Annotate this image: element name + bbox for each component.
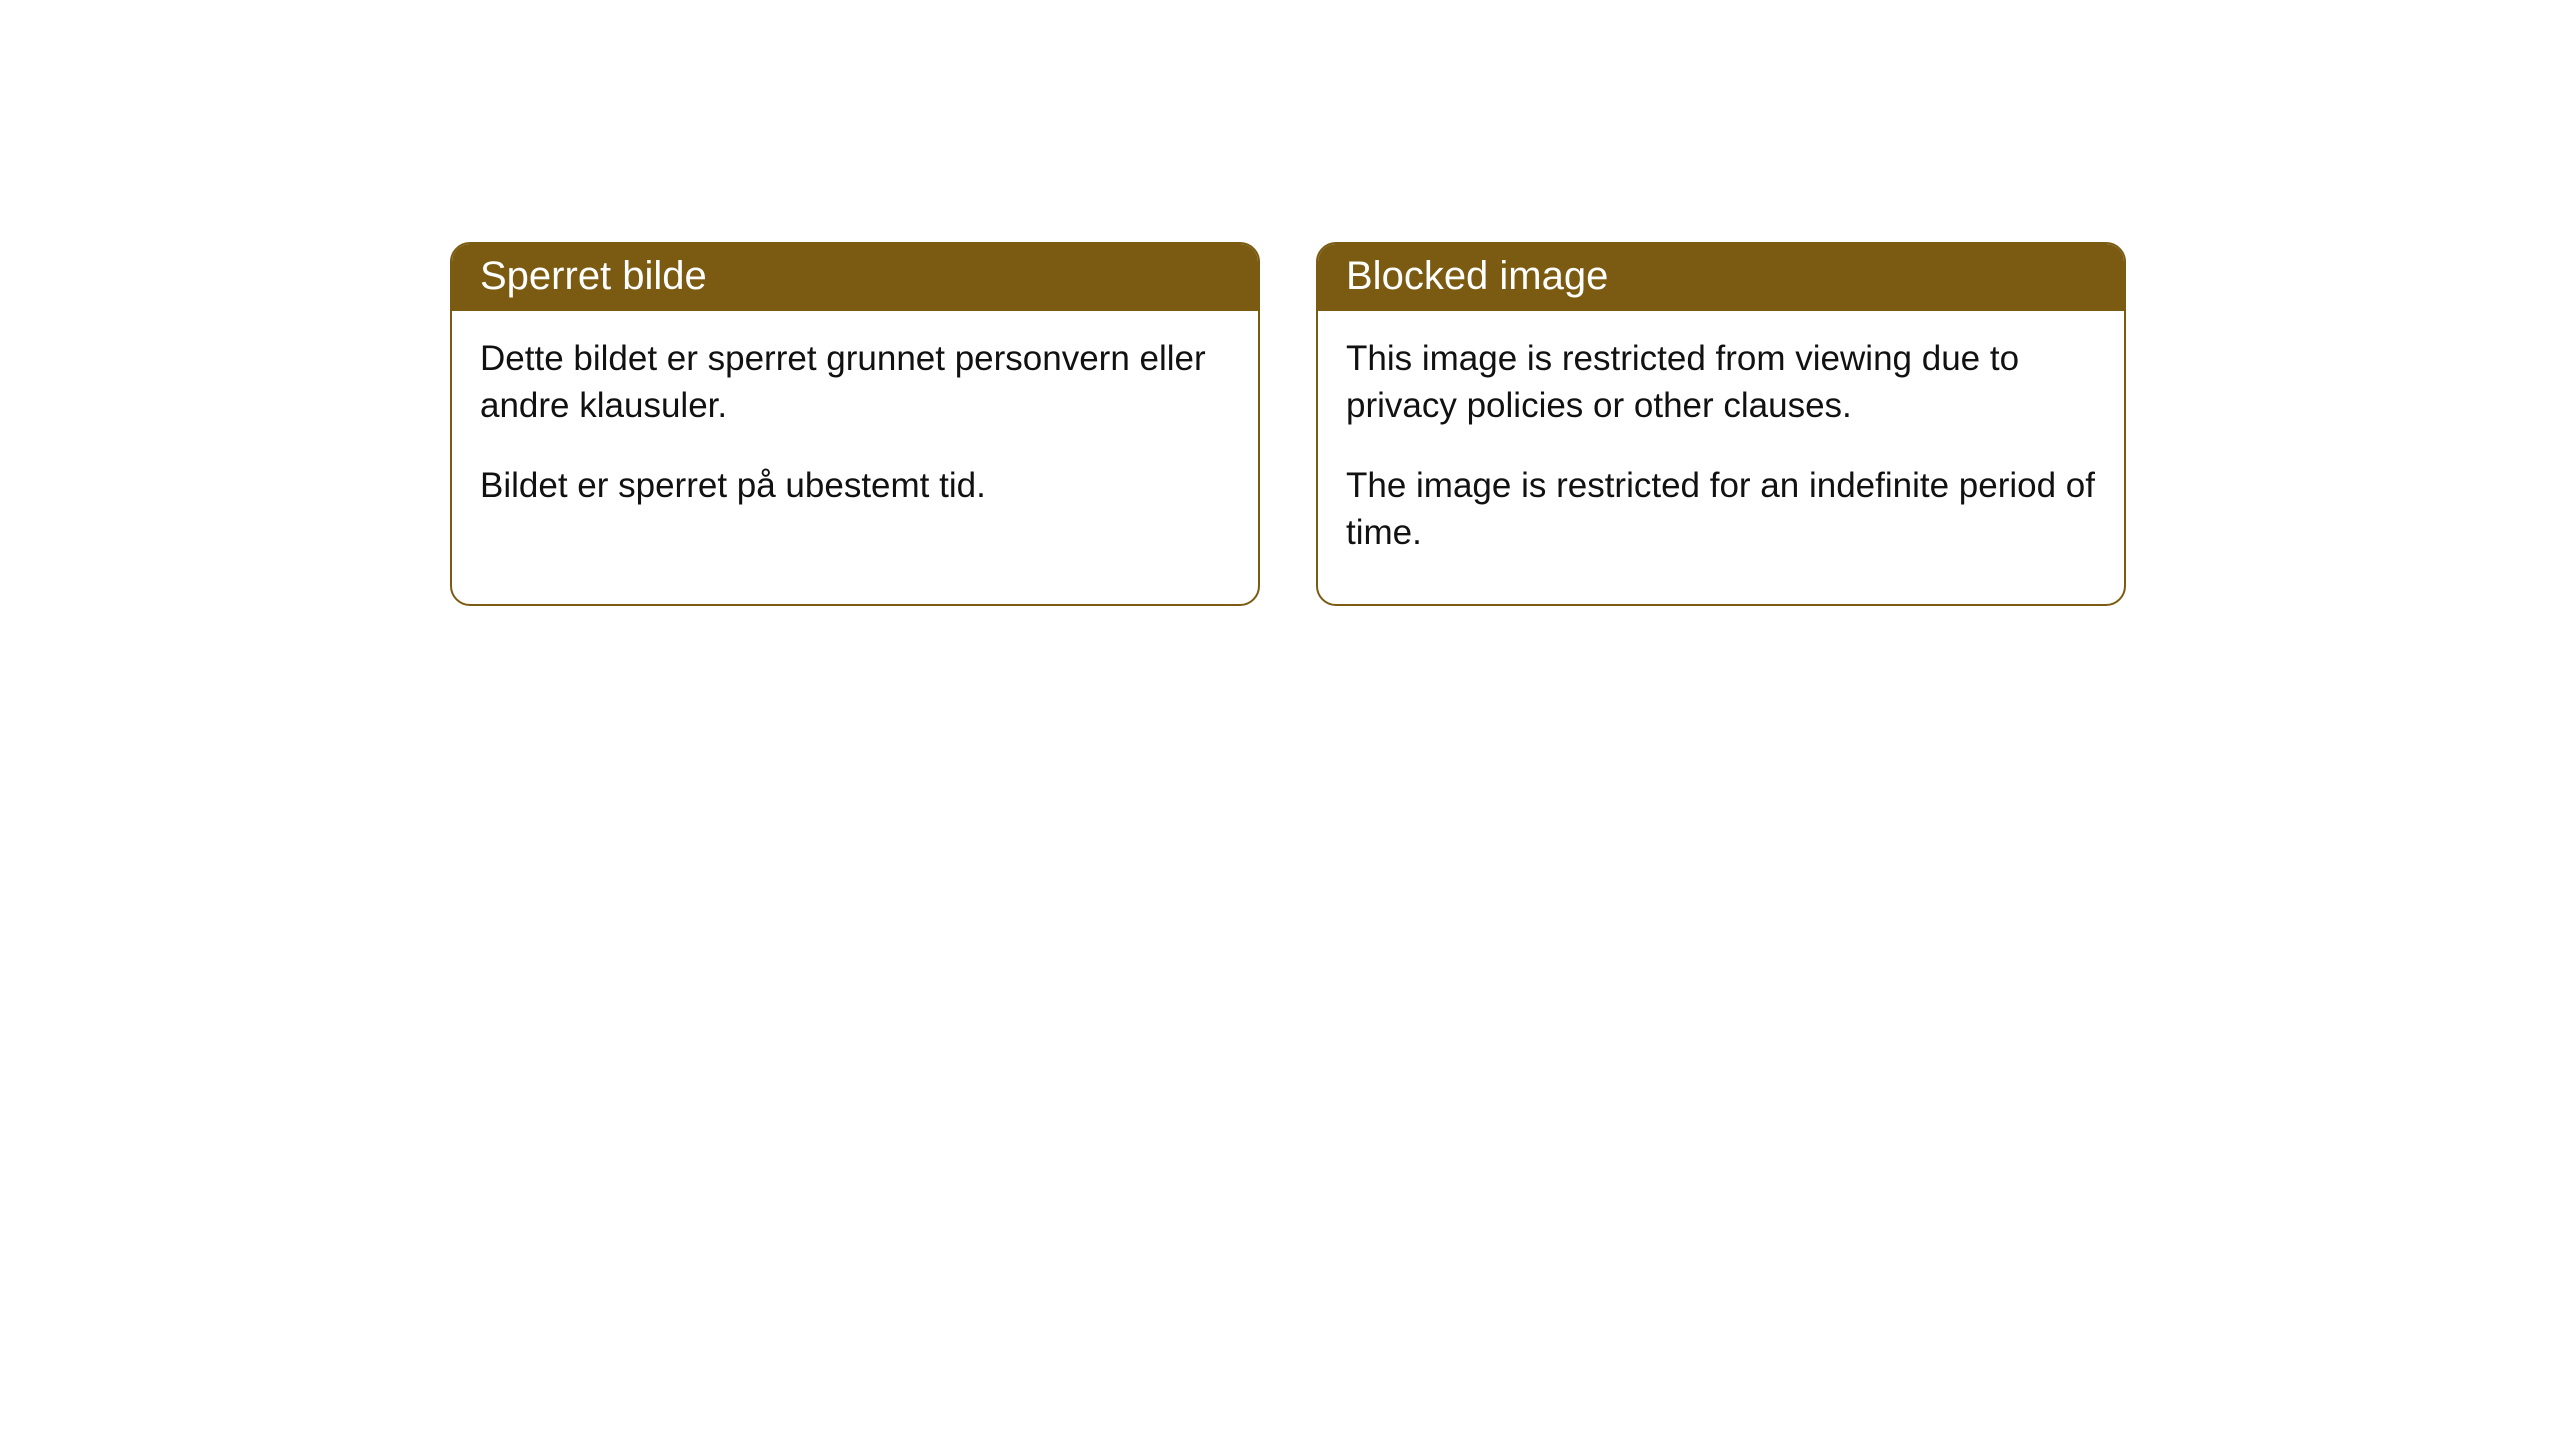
card-header-no: Sperret bilde <box>452 244 1258 311</box>
notice-text-en-1: This image is restricted from viewing du… <box>1346 335 2096 430</box>
notice-cards-container: Sperret bilde Dette bildet er sperret gr… <box>0 0 2560 606</box>
notice-text-no-1: Dette bildet er sperret grunnet personve… <box>480 335 1230 430</box>
blocked-image-card-en: Blocked image This image is restricted f… <box>1316 242 2126 606</box>
card-body-en: This image is restricted from viewing du… <box>1318 311 2124 604</box>
notice-text-en-2: The image is restricted for an indefinit… <box>1346 462 2096 557</box>
card-body-no: Dette bildet er sperret grunnet personve… <box>452 311 1258 557</box>
notice-text-no-2: Bildet er sperret på ubestemt tid. <box>480 462 1230 509</box>
card-header-en: Blocked image <box>1318 244 2124 311</box>
blocked-image-card-no: Sperret bilde Dette bildet er sperret gr… <box>450 242 1260 606</box>
